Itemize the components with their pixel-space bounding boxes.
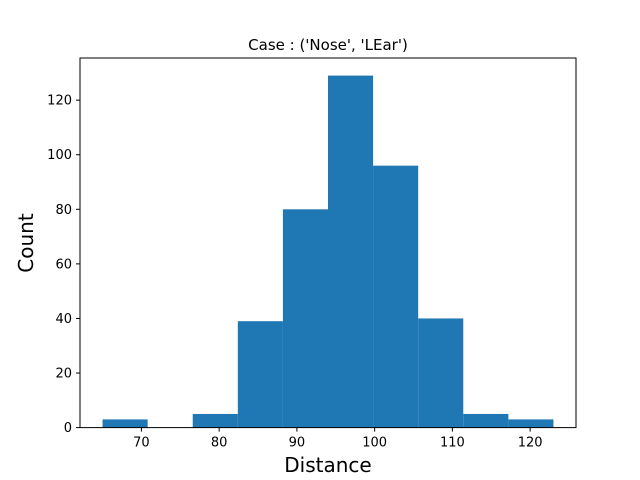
- y-axis-label: Count: [14, 213, 38, 273]
- histogram-bar-3: [237, 321, 283, 428]
- x-tick-label-80: 80: [211, 436, 228, 451]
- y-tick-label-80: 80: [55, 203, 72, 218]
- y-tick-label-120: 120: [47, 94, 72, 109]
- x-tick-label-110: 110: [440, 436, 465, 451]
- histogram-bar-7: [418, 318, 464, 428]
- x-tick-label-70: 70: [133, 436, 150, 451]
- chart-title: Case : ('Nose', 'LEar'): [248, 36, 408, 54]
- x-axis-label: Distance: [284, 453, 371, 477]
- histogram-bar-6: [373, 165, 419, 428]
- plot-frame: [79, 57, 577, 429]
- bars-group: [102, 75, 554, 428]
- histogram-bar-5: [328, 75, 374, 428]
- x-tick-label-90: 90: [289, 436, 306, 451]
- histogram-bar-9: [508, 419, 554, 428]
- y-tick-label-60: 60: [55, 257, 72, 272]
- y-axis-ticks: 0 20 40 60 80 100 120: [47, 94, 80, 436]
- histogram-bar-4: [282, 209, 328, 428]
- y-tick-label-100: 100: [47, 148, 72, 163]
- y-tick-label-40: 40: [55, 312, 72, 327]
- x-tick-label-100: 100: [362, 436, 387, 451]
- histogram-bar-2: [192, 413, 238, 428]
- histogram-bar-8: [463, 413, 509, 428]
- y-tick-label-0: 0: [64, 421, 72, 436]
- y-tick-label-20: 20: [55, 367, 72, 382]
- histogram-bar-0: [102, 419, 148, 428]
- x-tick-label-120: 120: [518, 436, 543, 451]
- x-axis-ticks: 70 80 90 100 110 120: [133, 427, 543, 451]
